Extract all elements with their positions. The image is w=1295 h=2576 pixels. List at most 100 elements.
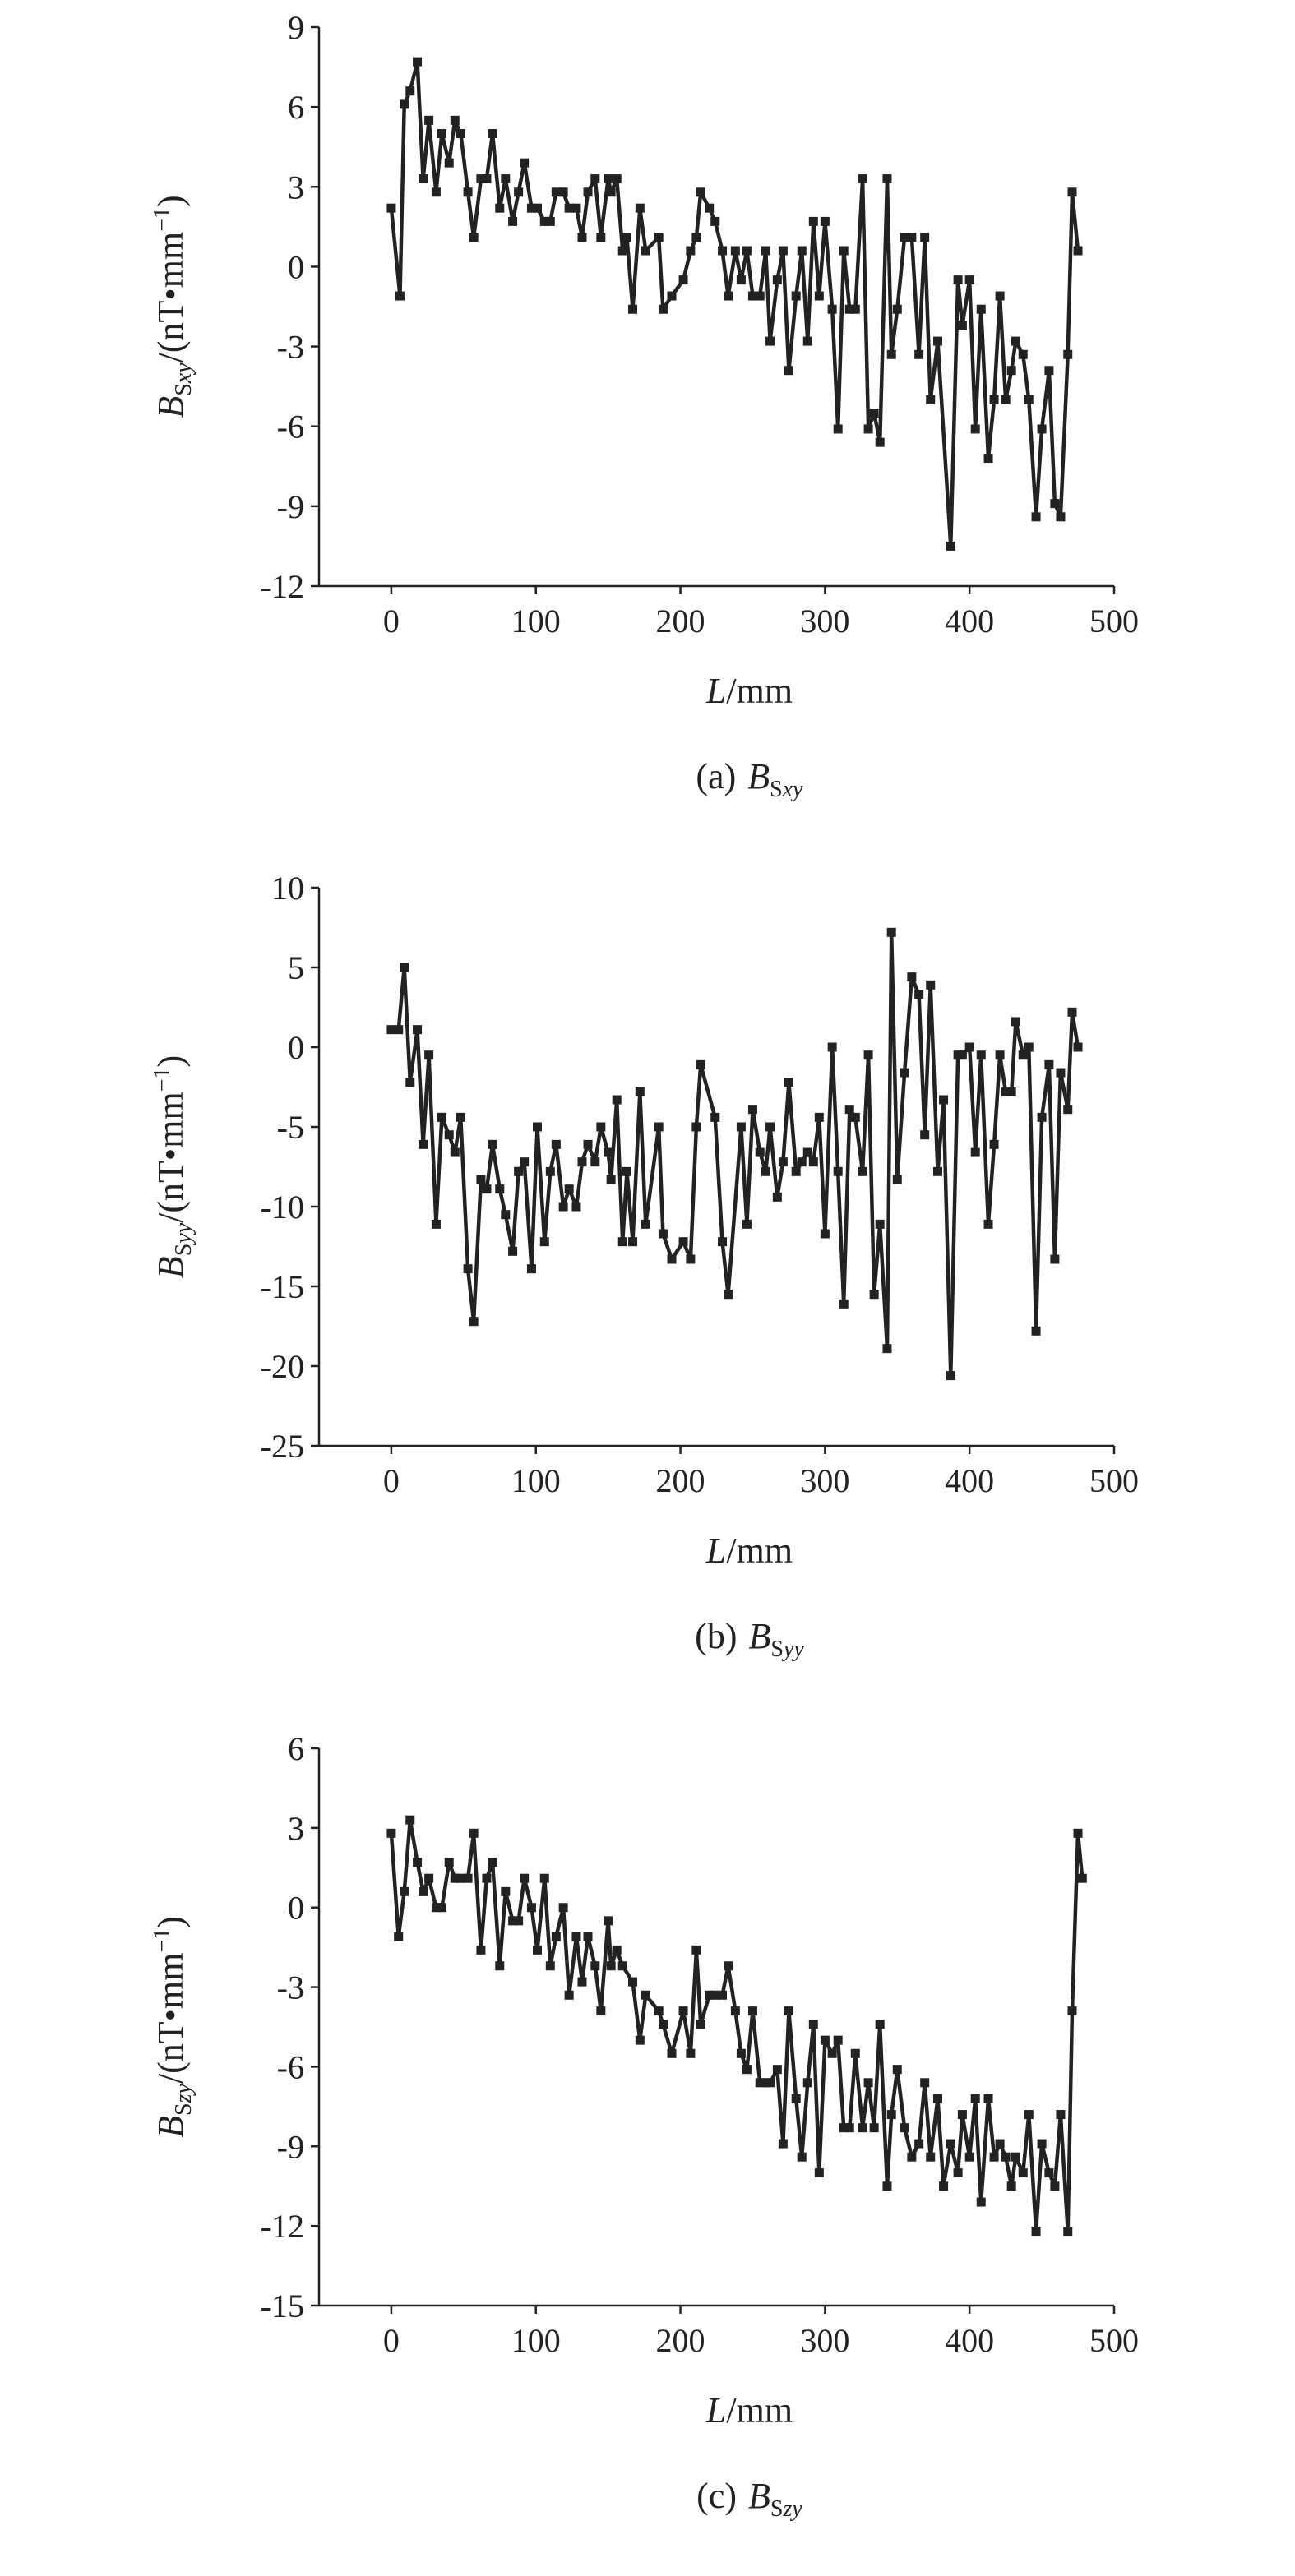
data-point	[724, 291, 733, 301]
data-point	[797, 246, 807, 256]
data-point	[564, 203, 574, 213]
data-point	[1024, 395, 1034, 404]
label-subscript: S	[171, 1244, 197, 1257]
data-point	[920, 1130, 930, 1140]
data-point	[900, 1068, 909, 1078]
data-point	[946, 1371, 955, 1381]
x-axis-label: L/mm	[705, 2390, 793, 2431]
data-point	[612, 1945, 622, 1955]
label-symbol: B	[150, 396, 191, 418]
data-point	[989, 2152, 999, 2162]
y-tick-label: -3	[277, 1969, 304, 2006]
data-point	[755, 291, 765, 301]
data-point	[946, 2139, 955, 2149]
data-point	[926, 2152, 936, 2162]
data-point	[1031, 2227, 1041, 2237]
data-point	[571, 1932, 581, 1941]
data-point	[539, 1873, 549, 1883]
data-point	[808, 1157, 818, 1167]
label-unit: /mm	[726, 1530, 793, 1571]
data-point	[820, 216, 830, 226]
x-axis-label: L/mm	[705, 1530, 793, 1571]
data-point	[450, 1873, 460, 1883]
data-point	[1024, 1042, 1034, 1052]
data-point	[765, 1122, 775, 1132]
data-point	[686, 1254, 696, 1264]
data-point	[394, 1025, 404, 1035]
data-point	[814, 2168, 824, 2178]
data-point	[431, 1219, 441, 1229]
caption: (a) BSxy	[696, 756, 803, 802]
data-point	[617, 1961, 627, 1971]
x-tick-label: 100	[511, 2322, 561, 2359]
x-tick-label: 100	[511, 602, 561, 639]
y-tick-label: -10	[261, 1189, 304, 1226]
data-point	[551, 187, 561, 197]
data-point	[658, 304, 668, 314]
data-point	[514, 187, 524, 197]
data-point	[635, 1087, 645, 1096]
y-tick-label: -9	[277, 2128, 304, 2165]
data-point	[778, 2139, 788, 2149]
data-point	[920, 2078, 930, 2088]
data-point	[920, 233, 930, 242]
data-point	[989, 395, 999, 404]
data-point	[747, 2006, 757, 2016]
label-superscript: −1	[150, 1067, 175, 1092]
data-point	[419, 1886, 428, 1896]
y-tick-label: -6	[277, 2048, 304, 2085]
data-point	[691, 1945, 701, 1955]
data-point	[558, 1202, 568, 1212]
data-point	[718, 1990, 728, 2000]
data-point	[946, 541, 955, 551]
data-point	[1018, 1050, 1028, 1060]
data-point	[400, 963, 409, 972]
data-point	[437, 1112, 446, 1122]
label-superscript: −1	[150, 207, 175, 232]
data-point	[641, 1990, 650, 2000]
data-point	[886, 2110, 896, 2120]
data-point	[939, 2181, 949, 2191]
data-point	[495, 1184, 505, 1194]
data-point	[488, 129, 497, 139]
data-point	[532, 203, 542, 213]
data-point	[476, 1945, 486, 1955]
data-point	[875, 437, 885, 447]
data-point	[1031, 1326, 1041, 1336]
data-point	[622, 233, 631, 242]
data-point	[1001, 2152, 1011, 2162]
data-point	[577, 1157, 587, 1167]
data-point	[914, 2139, 924, 2149]
data-point	[820, 2035, 830, 2045]
data-point	[545, 1961, 555, 1971]
data-point	[892, 2065, 902, 2075]
label-subscript: S	[171, 2103, 197, 2116]
data-point	[850, 304, 860, 314]
data-point	[1067, 1007, 1077, 1017]
data-point	[802, 2078, 812, 2088]
data-point	[882, 174, 892, 184]
data-point	[571, 203, 581, 213]
data-point	[558, 1903, 568, 1913]
data-point	[742, 246, 752, 256]
data-point	[1018, 349, 1028, 359]
data-point	[1031, 512, 1041, 522]
data-point	[730, 246, 740, 256]
data-point	[718, 1237, 728, 1247]
data-point	[761, 246, 770, 256]
data-point	[827, 304, 837, 314]
data-point	[405, 1815, 415, 1825]
data-point	[858, 1166, 867, 1176]
data-point	[705, 203, 715, 213]
y-tick-label: -9	[277, 488, 304, 525]
data-point	[869, 1290, 879, 1300]
data-point	[1063, 2227, 1073, 2237]
caption-symbol: B	[748, 2476, 770, 2516]
x-axis-label: L/mm	[705, 671, 793, 711]
data-point	[933, 336, 943, 346]
data-point	[900, 2123, 909, 2133]
data-point	[495, 1961, 505, 1971]
data-point	[736, 1122, 746, 1132]
data-point	[869, 409, 879, 418]
